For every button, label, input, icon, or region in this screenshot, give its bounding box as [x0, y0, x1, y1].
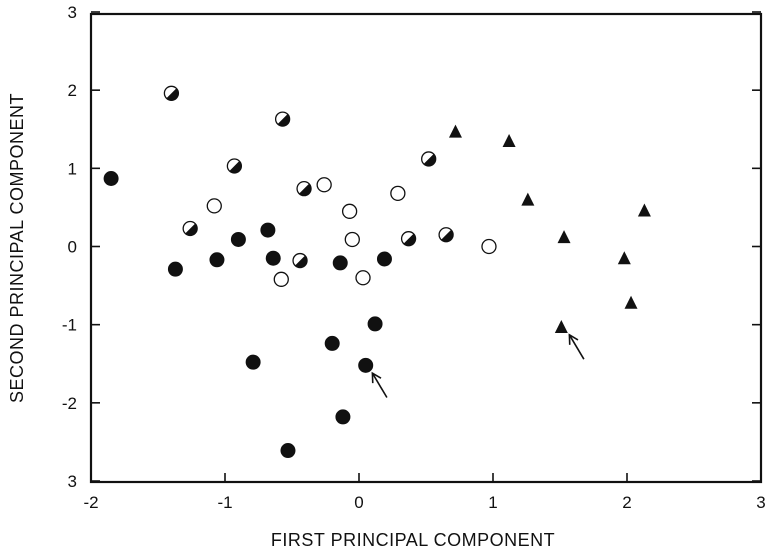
- point-filled-circle: [376, 251, 392, 267]
- point-half-filled-circle: [421, 151, 437, 167]
- point-half-filled-circle: [400, 231, 417, 247]
- plot-frame: [89, 12, 763, 484]
- point-half-filled-circle: [274, 111, 291, 127]
- point-filled-triangle: [448, 124, 462, 138]
- point-filled-triangle: [617, 251, 631, 265]
- y-axis-title: SECOND PRINCIPAL COMPONENT: [7, 93, 27, 403]
- point-filled-circle: [324, 335, 340, 351]
- point-filled-triangle: [521, 192, 535, 206]
- y-tick-label: 3: [68, 472, 77, 491]
- annotation-arrow: [371, 371, 388, 398]
- x-axis-title: FIRST PRINCIPAL COMPONENT: [271, 530, 555, 550]
- point-open-circle: [206, 198, 222, 214]
- point-filled-circle: [332, 255, 348, 271]
- point-filled-triangle: [637, 203, 651, 217]
- y-tick-label: -1: [62, 316, 77, 335]
- point-filled-triangle: [624, 295, 638, 309]
- point-filled-triangle: [554, 320, 568, 334]
- point-open-circle: [273, 271, 289, 287]
- x-tick-label: 1: [488, 493, 497, 512]
- point-filled-circle: [209, 252, 225, 268]
- point-half-filled-circle: [292, 252, 308, 269]
- point-filled-circle: [167, 261, 183, 277]
- point-filled-circle: [230, 231, 246, 247]
- point-filled-circle: [103, 170, 119, 186]
- point-open-circle: [355, 270, 371, 286]
- point-open-circle: [316, 177, 332, 193]
- y-tick-label: 3: [68, 3, 77, 22]
- point-filled-circle: [260, 222, 276, 238]
- x-tick-label: 3: [756, 493, 765, 512]
- annotation-arrow: [568, 333, 585, 360]
- point-half-filled-circle: [163, 85, 180, 101]
- point-open-circle: [344, 231, 360, 248]
- point-filled-triangle: [502, 133, 516, 147]
- y-tick-label: 0: [68, 238, 77, 257]
- x-tick-label: 2: [622, 493, 631, 512]
- point-half-filled-circle: [296, 181, 312, 197]
- point-filled-circle: [335, 409, 351, 425]
- point-open-circle: [341, 203, 358, 219]
- point-filled-circle: [280, 443, 296, 459]
- point-half-filled-circle: [438, 227, 454, 243]
- point-half-filled-circle: [226, 158, 243, 174]
- point-filled-circle: [367, 316, 383, 332]
- point-filled-circle: [265, 250, 281, 266]
- point-filled-triangle: [557, 230, 571, 244]
- point-filled-circle: [245, 354, 261, 370]
- point-filled-circle: [358, 357, 374, 373]
- point-open-circle: [481, 238, 497, 255]
- x-tick-label: -2: [83, 493, 98, 512]
- x-tick-label: 0: [354, 493, 363, 512]
- y-tick-label: -2: [62, 394, 77, 413]
- data-points: [103, 85, 651, 459]
- y-tick-label: 2: [68, 81, 77, 100]
- point-half-filled-circle: [182, 220, 198, 237]
- x-tick-label: -1: [217, 493, 232, 512]
- axis-ticks: -2 -1 0 1 2 3 3 2 1 0 -1 -2 3: [62, 3, 765, 512]
- point-open-circle: [390, 185, 406, 201]
- y-tick-label: 1: [68, 159, 77, 178]
- annotation-arrows: [371, 333, 585, 398]
